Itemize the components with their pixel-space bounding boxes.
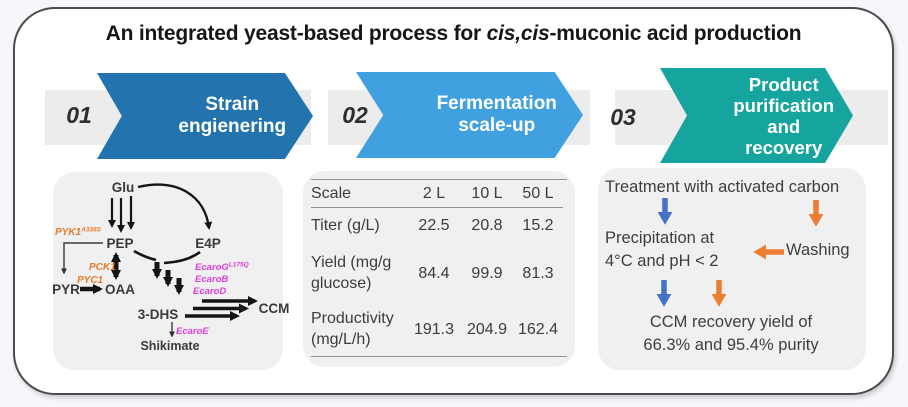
purification-panel: Treatment with activated carbon Precipit… (598, 168, 866, 370)
table-header-50l: 50 L (513, 180, 563, 208)
table-header-10l: 10 L (461, 180, 513, 208)
table-cell-productivity-10l: 204.9 (466, 320, 508, 338)
table-header-scale: Scale (311, 180, 407, 208)
table-row-yield-label: Yield (mg/g glucose) (311, 254, 392, 292)
table-row-titer-label: Titer (g/L) (311, 217, 380, 234)
step1-label-line1: Strain (205, 94, 260, 115)
table-cell-titer-2l: 22.5 (418, 217, 450, 234)
step2-number: 02 (342, 102, 368, 128)
step2-label-line2: scale-up (458, 115, 536, 136)
table-header-2l: 2 L (407, 180, 461, 208)
metabolite-pyr: PYR (52, 282, 80, 297)
gene-pyk1-label: PYK1A336S (55, 227, 102, 239)
result-line1: CCM recovery yield of (649, 313, 813, 331)
table-cell-yield-2l: 84.4 (418, 264, 450, 282)
purification-result: CCM recovery yield of 66.3% and 95.4% pu… (612, 311, 850, 357)
pep-merge-curve (133, 249, 157, 262)
step3-label-line3: and recovery (745, 115, 823, 158)
step1-number: 01 (66, 102, 92, 128)
metabolite-pep: PEP (106, 236, 133, 251)
metabolite-3dhs: 3-DHS (138, 307, 179, 322)
metabolite-oaa: OAA (105, 282, 135, 297)
fermentation-table: Scale 2 L 10 L 50 L Titer (g/L) 22.5 20.… (311, 179, 567, 357)
step1-banner-strain-engineering: Strain engienering (97, 73, 313, 159)
table-cell-yield-10l: 99.9 (471, 264, 503, 282)
title-part1: An integrated yeast-based process for (105, 22, 487, 45)
step3-label-line2: purification (733, 94, 835, 116)
step3-number: 03 (610, 104, 636, 130)
purification-step-treatment: Treatment with activated carbon (605, 178, 840, 196)
table-cell-productivity-50l: 162.4 (517, 320, 559, 338)
result-line2: 66.3% and 95.4% purity (643, 336, 819, 354)
purification-step-precipitation: Precipitation at 4°C and pH < 2 (605, 227, 718, 273)
metabolite-shikimate: Shikimate (140, 339, 199, 353)
step1-label-line2: engienering (178, 116, 287, 137)
metabolite-e4p: E4P (195, 236, 221, 251)
step2-label-line1: Fermentation (436, 93, 557, 114)
table-cell-titer-10l: 20.8 (471, 217, 503, 234)
fermentation-table-panel: Scale 2 L 10 L 50 L Titer (g/L) 22.5 20.… (303, 171, 575, 367)
gene-aroD-label: EcaroD (193, 286, 226, 297)
gene-aroB-label: EcaroB (195, 274, 228, 285)
metabolite-ccm: CCM (259, 301, 290, 316)
e4p-merge-curve (163, 250, 201, 265)
table-cell-productivity-2l: 191.3 (413, 320, 455, 338)
gene-aroG-label: EcaroGL175Q (195, 262, 249, 274)
title-part2: -muconic acid production (549, 22, 802, 45)
metabolite-glu: Glu (112, 180, 135, 195)
precipitation-line1: Precipitation at (605, 229, 715, 247)
table-row-productivity-label: Productivity (mg/L/h) (311, 310, 394, 348)
table-cell-titer-50l: 15.2 (522, 217, 554, 234)
purification-flow-arrows (656, 198, 824, 307)
purification-step-washing: Washing (786, 241, 850, 259)
figure-title: An integrated yeast-based process for ci… (13, 22, 894, 46)
glu-to-e4p-arrow (137, 183, 213, 230)
pep-to-pyr-arrow (61, 242, 103, 275)
step2-banner-fermentation-scaleup: Fermentation scale-up (356, 72, 583, 158)
gene-pyc1-label: PYC1 (77, 275, 104, 286)
title-italic-cis-cis: cis,cis (486, 22, 550, 45)
pathway-panel: Glu PEP E4P PYR OAA 3-DHS CCM Shikimate … (52, 172, 289, 370)
gene-pck1-label: PCK1 (89, 262, 116, 273)
gene-aroE-label: EcaroE (176, 326, 209, 337)
pathway-diagram: Glu PEP E4P PYR OAA 3-DHS CCM Shikimate … (52, 180, 289, 353)
precipitation-line2: 4°C and pH < 2 (605, 252, 719, 270)
step3-label-line1: Product (748, 73, 819, 95)
table-cell-yield-50l: 81.3 (522, 264, 554, 282)
step3-banner-product-purification: Product purification and recovery (660, 68, 853, 163)
